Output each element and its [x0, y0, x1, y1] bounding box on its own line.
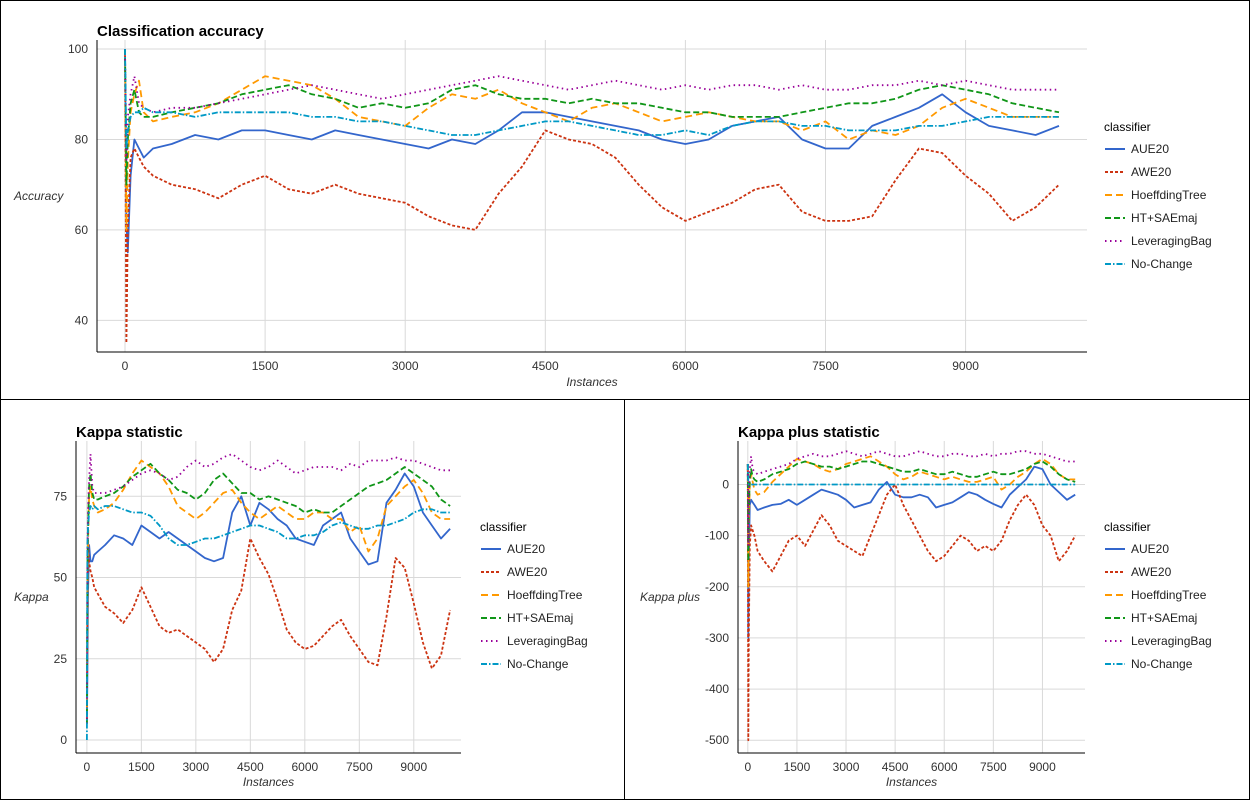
x-tick-label: 6000: [672, 359, 699, 373]
x-tick-label: 9000: [400, 760, 427, 774]
x-tick-label: 7500: [980, 760, 1007, 774]
series-line-aue20: [124, 48, 1060, 254]
y-tick-label: -200: [705, 580, 729, 594]
x-tick-label: 1500: [128, 760, 155, 774]
chart-title: Kappa plus statistic: [738, 424, 880, 441]
y-tick-label: 0: [60, 733, 67, 747]
series-line-no-change: [746, 463, 1076, 486]
series-line-hoeffdingtree: [124, 48, 1059, 231]
y-tick-label: 60: [75, 223, 89, 237]
x-tick-label: 9000: [952, 359, 979, 373]
x-tick-label: 4500: [237, 760, 264, 774]
y-tick-label: 100: [68, 42, 88, 56]
legend-label: HT+SAEmaj: [1131, 611, 1197, 625]
legend-title: classifier: [1104, 520, 1151, 534]
x-tick-label: 1500: [784, 760, 811, 774]
x-tick-label: 3000: [833, 760, 860, 774]
legend-label: No-Change: [1131, 657, 1193, 671]
y-axis-label: Kappa plus: [640, 590, 700, 604]
series-group: [86, 453, 451, 741]
x-tick-label: 0: [744, 760, 751, 774]
legend-label: AWE20: [507, 565, 548, 579]
series-line-hoeffdingtree: [86, 459, 451, 724]
y-tick-label: 25: [54, 652, 68, 666]
legend-label: LeveragingBag: [1131, 234, 1212, 248]
legend-label: AWE20: [1131, 165, 1172, 179]
series-line-ht-saemaj: [86, 462, 451, 724]
legend-label: No-Change: [507, 657, 569, 671]
legend-label: HoeffdingTree: [1131, 188, 1207, 202]
kappa-chart: Kappa statistic 0 1500 3000 4500 6000 7500 9000…: [14, 424, 588, 789]
y-tick-label: 75: [54, 489, 68, 503]
series-group: [124, 48, 1060, 344]
x-axis-label: Instances: [566, 375, 617, 389]
kappa-plus-chart-panel: Kappa plus statistic 0 1500 3000 4500 6000 750…: [624, 399, 1250, 800]
legend-label: No-Change: [1131, 257, 1193, 271]
legend-label: HoeffdingTree: [1131, 588, 1207, 602]
legend-label: AUE20: [1131, 142, 1169, 156]
legend-label: HT+SAEmaj: [507, 611, 573, 625]
x-tick-label: 3000: [183, 760, 210, 774]
x-tick-label: 4500: [882, 760, 909, 774]
series-line-awe20: [86, 537, 451, 708]
series-group: [746, 450, 1076, 742]
kappa-chart-panel: Kappa statistic 0 1500 3000 4500 6000 7500 9000…: [0, 399, 626, 800]
y-tick-label: -400: [705, 682, 729, 696]
x-axis-label: Instances: [243, 775, 294, 789]
legend-label: AWE20: [1131, 565, 1172, 579]
chart-title: Classification accuracy: [97, 23, 264, 40]
legend-label: HoeffdingTree: [507, 588, 583, 602]
series-line-aue20: [746, 463, 1076, 639]
legend-label: LeveragingBag: [507, 634, 588, 648]
x-tick-label: 7500: [812, 359, 839, 373]
y-tick-label: -500: [705, 733, 729, 747]
legend-label: AUE20: [507, 542, 545, 556]
x-axis-label: Instances: [886, 775, 937, 789]
x-tick-label: 9000: [1029, 760, 1056, 774]
y-axis-label: Kappa: [14, 590, 49, 604]
accuracy-chart: Classification accuracy 0 1500 3000 4500 6000…: [13, 23, 1212, 389]
chart-title: Kappa statistic: [76, 424, 183, 441]
kappa-plus-chart: Kappa plus statistic 0 1500 3000 4500 6000 750…: [640, 424, 1212, 789]
legend-title: classifier: [480, 520, 527, 534]
y-tick-label: 0: [722, 477, 729, 491]
series-line-ht-saemaj: [746, 460, 1076, 563]
y-tick-label: 50: [54, 571, 68, 585]
series-line-ht-saemaj: [124, 48, 1060, 186]
series-line-awe20: [124, 48, 1060, 344]
x-tick-label: 7500: [346, 760, 373, 774]
x-tick-label: 1500: [252, 359, 279, 373]
legend-label: LeveragingBag: [1131, 634, 1212, 648]
series-line-awe20: [746, 463, 1076, 742]
legend-label: HT+SAEmaj: [1131, 211, 1197, 225]
x-tick-label: 0: [84, 760, 91, 774]
y-tick-label: -300: [705, 631, 729, 645]
series-line-hoeffdingtree: [746, 455, 1076, 588]
y-tick-label: 40: [75, 313, 89, 327]
x-tick-label: 6000: [291, 760, 318, 774]
x-tick-label: 4500: [532, 359, 559, 373]
y-tick-label: 80: [75, 132, 89, 146]
y-axis-label: Accuracy: [13, 189, 64, 203]
x-tick-label: 0: [122, 359, 129, 373]
accuracy-chart-panel: Classification accuracy 0 1500 3000 4500 6000…: [0, 0, 1250, 400]
legend-title: classifier: [1104, 120, 1151, 134]
legend-label: AUE20: [1131, 542, 1169, 556]
series-line-leveragingbag: [746, 450, 1076, 547]
series-line-no-change: [86, 505, 451, 741]
series-line-aue20: [86, 472, 451, 724]
y-tick-label: -100: [705, 529, 729, 543]
series-line-no-change: [124, 48, 1059, 150]
x-tick-label: 3000: [392, 359, 419, 373]
x-tick-label: 6000: [931, 760, 958, 774]
